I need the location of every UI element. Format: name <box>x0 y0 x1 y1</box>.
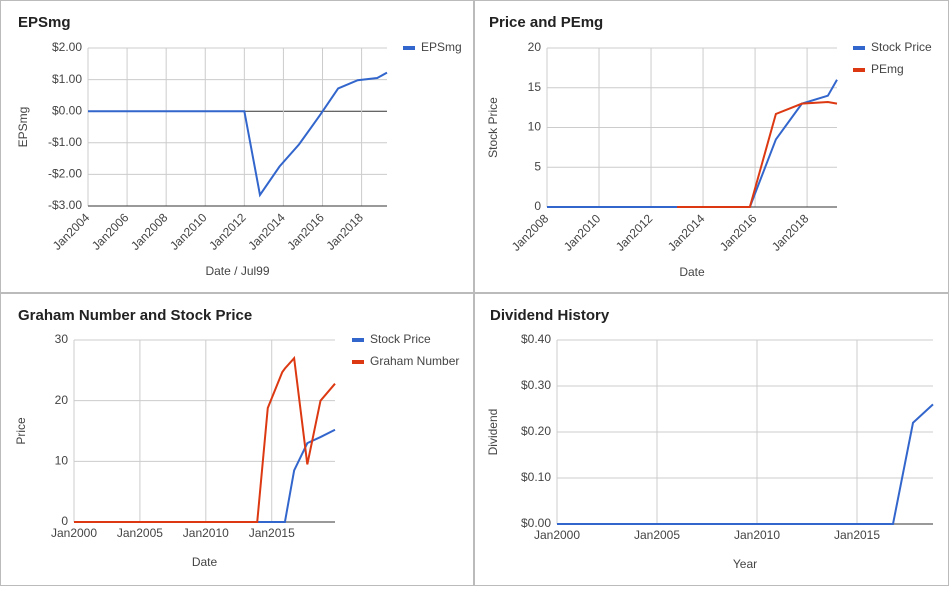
y-tick-label: $0.30 <box>521 378 551 392</box>
x-tick-label: Jan2015 <box>249 526 295 540</box>
panel <box>0 0 474 293</box>
legend-label: PEmg <box>871 62 904 76</box>
x-axis-title: Date / Jul99 <box>205 264 269 278</box>
y-tick-label: -$3.00 <box>48 198 82 212</box>
chart-title: Graham Number and Stock Price <box>18 307 252 324</box>
y-tick-label: $0.20 <box>521 424 551 438</box>
x-tick-label: Jan2005 <box>117 526 163 540</box>
y-tick-label: $0.40 <box>521 332 551 346</box>
y-tick-label: 15 <box>528 80 542 94</box>
line <box>88 71 388 198</box>
x-tick-label: Jan2005 <box>634 528 680 542</box>
x-tick-label: Jan2010 <box>183 526 229 540</box>
line <box>74 355 336 523</box>
y-axis-title: Dividend <box>486 409 500 456</box>
y-tick-label: 0 <box>61 514 68 528</box>
x-axis-title: Year <box>733 557 757 571</box>
y-tick-label: 10 <box>55 454 69 468</box>
y-tick-label: 20 <box>55 393 69 407</box>
y-tick-label: 30 <box>55 332 69 346</box>
panel <box>474 0 949 293</box>
legend-label: EPSmg <box>421 40 462 54</box>
y-axis-title: Stock Price <box>486 97 500 158</box>
y-axis-title: Price <box>14 417 28 445</box>
y-tick-label: 0 <box>534 199 541 213</box>
y-tick-label: $0.10 <box>521 470 551 484</box>
x-tick-label: Jan2000 <box>51 526 97 540</box>
panel <box>0 293 474 586</box>
y-tick-label: $2.00 <box>52 40 82 54</box>
y-tick-label: -$1.00 <box>48 135 82 149</box>
x-axis-title: Date <box>192 555 218 569</box>
y-axis-title: EPSmg <box>16 107 30 148</box>
y-tick-label: 20 <box>528 40 542 54</box>
x-tick-label: Jan2015 <box>834 528 880 542</box>
chart-title: Dividend History <box>490 307 610 324</box>
x-axis-title: Date <box>679 265 705 279</box>
y-tick-label: $1.00 <box>52 72 82 86</box>
x-tick-label: Jan2000 <box>534 528 580 542</box>
line <box>557 403 934 525</box>
chart-title: EPSmg <box>18 14 71 31</box>
legend-label: Stock Price <box>871 40 932 54</box>
y-tick-label: 5 <box>534 159 541 173</box>
line <box>74 428 336 523</box>
y-tick-label: $0.00 <box>521 516 551 530</box>
x-tick-label: Jan2010 <box>734 528 780 542</box>
y-tick-label: 10 <box>528 120 542 134</box>
legend-label: Graham Number <box>370 354 459 368</box>
chart-title: Price and PEmg <box>489 14 603 31</box>
y-tick-label: -$2.00 <box>48 167 82 181</box>
line <box>677 101 838 208</box>
y-tick-label: $0.00 <box>52 103 82 117</box>
legend-label: Stock Price <box>370 332 431 346</box>
panel <box>474 293 949 586</box>
